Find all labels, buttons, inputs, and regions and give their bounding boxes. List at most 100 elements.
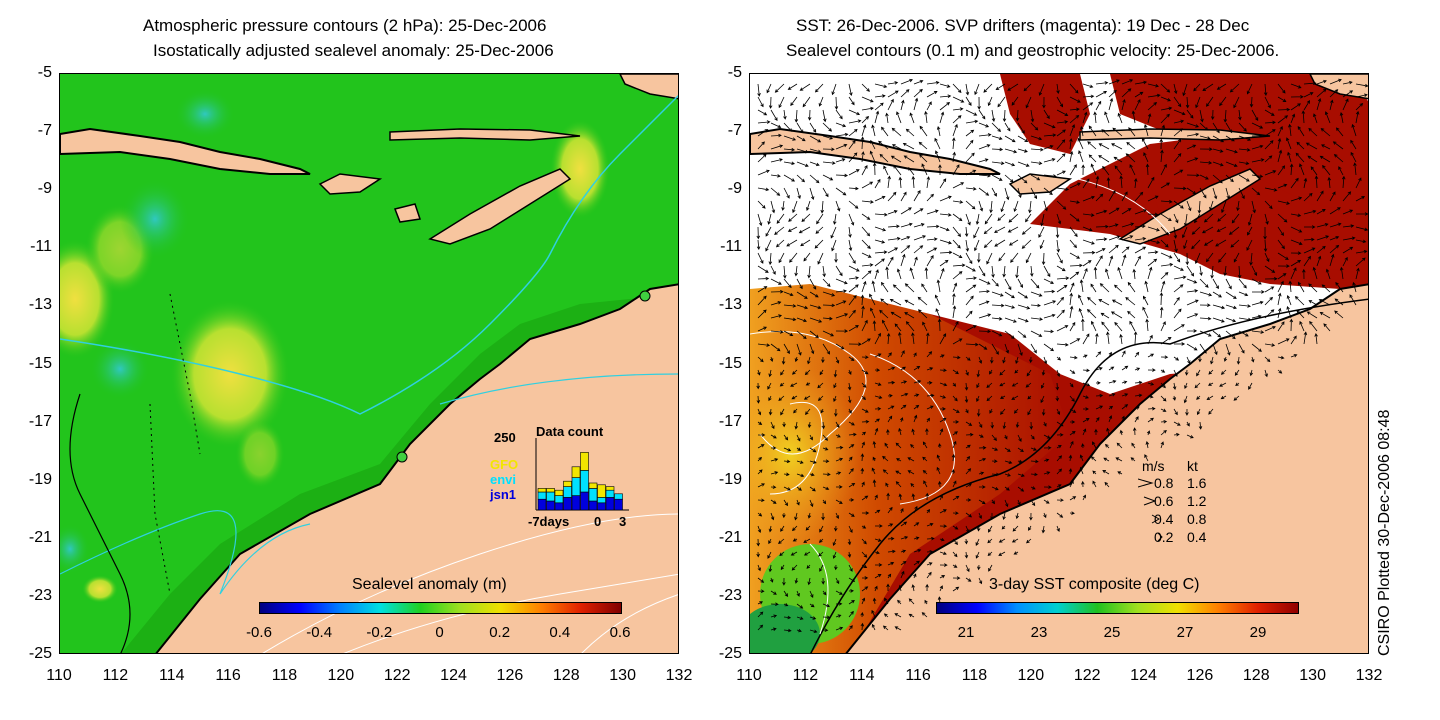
velocity-vector — [1127, 281, 1136, 293]
velocity-vector — [874, 269, 879, 280]
histogram-bar-jsn1 — [614, 498, 623, 511]
velocity-vector — [1212, 174, 1223, 184]
velocity-vector — [806, 564, 811, 569]
velocity-vector — [991, 122, 1002, 133]
velocity-vector — [952, 239, 961, 249]
velocity-vector — [900, 89, 910, 98]
left-title-line2: Isostatically adjusted sealevel anomaly:… — [153, 41, 554, 60]
velocity-vector — [1309, 320, 1318, 332]
velocity-vector — [900, 222, 913, 228]
velocity-vector — [1004, 291, 1015, 299]
velocity-vector — [965, 408, 969, 414]
velocity-vector — [1147, 195, 1159, 202]
velocity-vector — [913, 352, 917, 358]
velocity-vector — [767, 213, 772, 225]
velocity-vector — [1251, 109, 1259, 122]
velocity-vector — [965, 169, 977, 176]
velocity-vector — [1069, 420, 1076, 424]
velocity-vector — [807, 512, 812, 519]
velocity-vector — [803, 252, 811, 262]
velocity-legend-kt: 1.2 — [1187, 493, 1207, 509]
histogram-bar-gfo — [605, 486, 615, 491]
velocity-vector — [835, 602, 843, 606]
velocity-vector — [1303, 177, 1308, 189]
y-tick-label: -11 — [30, 238, 52, 256]
velocity-vector — [809, 460, 817, 464]
sst-map — [749, 73, 1369, 654]
velocity-vector — [998, 252, 1006, 262]
velocity-vector — [871, 280, 876, 293]
velocity-vector — [796, 434, 801, 442]
velocity-vector — [900, 560, 907, 566]
velocity-vector — [807, 421, 812, 429]
velocity-vector — [1329, 222, 1342, 228]
velocity-vector — [1277, 252, 1289, 260]
velocity-vector — [1134, 416, 1139, 423]
velocity-vector — [1212, 187, 1218, 200]
velocity-vector — [770, 330, 784, 334]
velocity-vector — [783, 472, 790, 477]
velocity-vector — [757, 611, 764, 618]
velocity-vector — [874, 494, 878, 501]
velocity-vector — [939, 417, 947, 423]
velocity-vector — [757, 564, 761, 572]
velocity-vector — [965, 129, 975, 137]
velocity-vector — [801, 213, 811, 223]
velocity-vector — [1134, 367, 1141, 371]
velocity-vector — [1068, 468, 1073, 475]
velocity-vector — [1095, 90, 1108, 98]
velocity-vector — [861, 280, 867, 293]
velocity-vector — [976, 525, 981, 532]
velocity-vector — [1237, 265, 1242, 279]
velocity-vector — [1012, 525, 1019, 532]
velocity-vector — [1264, 170, 1277, 176]
velocity-vector — [1115, 457, 1123, 462]
velocity-vector — [1030, 187, 1038, 200]
velocity-vector — [904, 299, 915, 306]
velocity-vector — [1079, 279, 1084, 293]
colorbar-tick-label: 0.6 — [609, 624, 631, 641]
velocity-vector — [861, 151, 865, 163]
velocity-vector — [939, 537, 945, 542]
velocity-vector — [1056, 498, 1064, 502]
velocity-vector — [1147, 93, 1161, 98]
velocity-vector — [887, 256, 894, 267]
velocity-vector — [1017, 499, 1021, 506]
velocity-vector — [1121, 404, 1129, 410]
velocity-vector — [1095, 193, 1104, 202]
velocity-vector — [783, 434, 789, 441]
velocity-vector — [978, 187, 990, 196]
velocity-vector — [1355, 177, 1362, 189]
velocity-vector — [1143, 152, 1149, 163]
velocity-vector — [768, 395, 772, 402]
velocity-vector — [1172, 395, 1177, 401]
velocity-vector — [952, 408, 960, 413]
velocity-vector — [1043, 356, 1048, 365]
velocity-vector — [783, 317, 797, 322]
velocity-vector — [1147, 394, 1154, 399]
velocity-vector — [904, 283, 915, 293]
velocity-vector — [1329, 191, 1336, 202]
velocity-vector — [907, 470, 915, 475]
velocity-vector — [822, 265, 826, 278]
velocity-vector — [1186, 343, 1198, 351]
y-tick-label: -11 — [720, 238, 742, 256]
velocity-vector — [965, 187, 977, 191]
velocity-vector — [965, 564, 970, 573]
velocity-vector — [1141, 137, 1149, 150]
velocity-vector — [952, 576, 961, 580]
velocity-vector — [861, 338, 871, 345]
x-tick-label: 128 — [1242, 667, 1270, 684]
velocity-vector — [1160, 408, 1167, 412]
velocity-vector — [978, 343, 988, 350]
velocity-vector — [887, 549, 896, 554]
velocity-vector — [1025, 382, 1032, 388]
velocity-vector — [1234, 369, 1240, 376]
velocity-vector — [1056, 284, 1068, 293]
velocity-vector — [1159, 138, 1164, 150]
velocity-vector — [978, 512, 982, 520]
velocity-vector — [817, 382, 824, 389]
velocity-vector — [806, 200, 811, 211]
velocity-vector — [869, 293, 876, 306]
velocity-vector — [770, 109, 778, 122]
